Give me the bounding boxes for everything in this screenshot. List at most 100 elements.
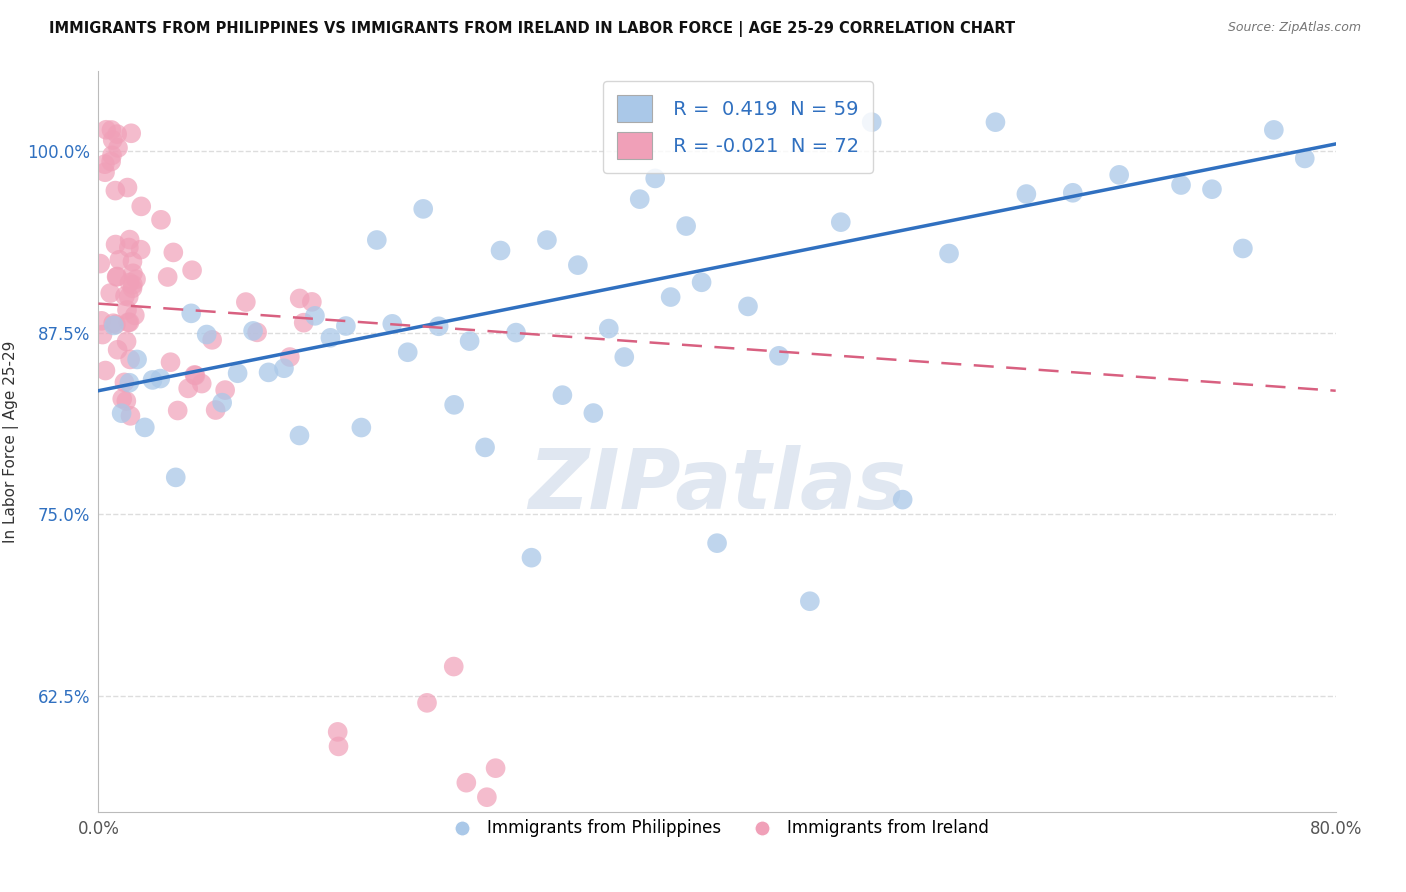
Point [475,790,498,805]
Point [100,154,122,169]
Point [536,233,558,247]
Point [90,314,112,328]
Point [127,352,149,367]
Point [120,126,142,140]
Point [458,334,481,348]
Point [396,345,419,359]
Point [105,127,128,141]
Point [567,258,589,272]
Text: ZIPatlas: ZIPatlas [529,445,905,526]
Point [288,428,311,442]
Point [112,376,135,390]
Point [273,361,295,376]
Point [115,303,138,318]
Point [190,376,212,391]
Point [1062,186,1084,200]
Point [1108,168,1130,182]
Point [505,326,527,340]
Point [125,272,148,286]
Point [117,180,139,194]
Point [121,281,143,295]
Point [416,696,439,710]
Point [141,373,165,387]
Point [104,318,127,332]
Point [121,254,143,268]
Point [111,392,134,406]
Point [150,212,173,227]
Point [183,368,205,382]
Point [103,318,125,333]
Point [165,470,187,484]
Point [891,492,914,507]
Point [474,441,496,455]
Point [706,536,728,550]
Point [120,352,142,367]
Point [104,184,127,198]
Point [195,327,218,342]
Point [118,276,141,290]
Point [94,363,117,377]
Point [149,371,172,385]
Point [129,243,152,257]
Point [166,403,188,417]
Point [443,659,465,673]
Point [551,388,574,402]
Point [328,739,350,754]
Point [91,327,114,342]
Point [235,295,257,310]
Point [456,775,478,789]
Point [117,315,139,329]
Y-axis label: In Labor Force | Age 25-29: In Labor Force | Age 25-29 [3,341,18,542]
Point [319,331,342,345]
Point [335,318,357,333]
Point [860,115,883,129]
Point [246,326,269,340]
Point [1294,152,1316,166]
Point [1015,187,1038,202]
Point [94,165,117,179]
Point [114,289,136,303]
Point [292,316,315,330]
Point [181,263,204,277]
Point [201,333,224,347]
Point [242,324,264,338]
Point [180,306,202,320]
Point [628,192,651,206]
Point [89,257,111,271]
Point [675,219,697,233]
Point [304,309,326,323]
Point [129,199,152,213]
Point [278,350,301,364]
Point [582,406,605,420]
Point [184,368,207,383]
Point [984,115,1007,129]
Point [768,349,790,363]
Point [1263,123,1285,137]
Point [120,409,142,423]
Point [101,133,124,147]
Point [177,381,200,395]
Point [98,286,121,301]
Point [520,550,543,565]
Point [412,202,434,216]
Point [301,294,323,309]
Point [799,594,821,608]
Point [257,365,280,379]
Text: IMMIGRANTS FROM PHILIPPINES VS IMMIGRANTS FROM IRELAND IN LABOR FORCE | AGE 25-2: IMMIGRANTS FROM PHILIPPINES VS IMMIGRANT… [49,21,1015,37]
Point [111,406,132,420]
Point [938,246,960,260]
Point [122,266,145,280]
Point [659,290,682,304]
Point [94,157,117,171]
Point [484,761,506,775]
Point [118,315,141,329]
Point [737,300,759,314]
Point [427,319,450,334]
Point [288,292,311,306]
Point [830,215,852,229]
Point [350,420,373,434]
Point [443,398,465,412]
Point [162,245,184,260]
Point [214,383,236,397]
Point [644,171,666,186]
